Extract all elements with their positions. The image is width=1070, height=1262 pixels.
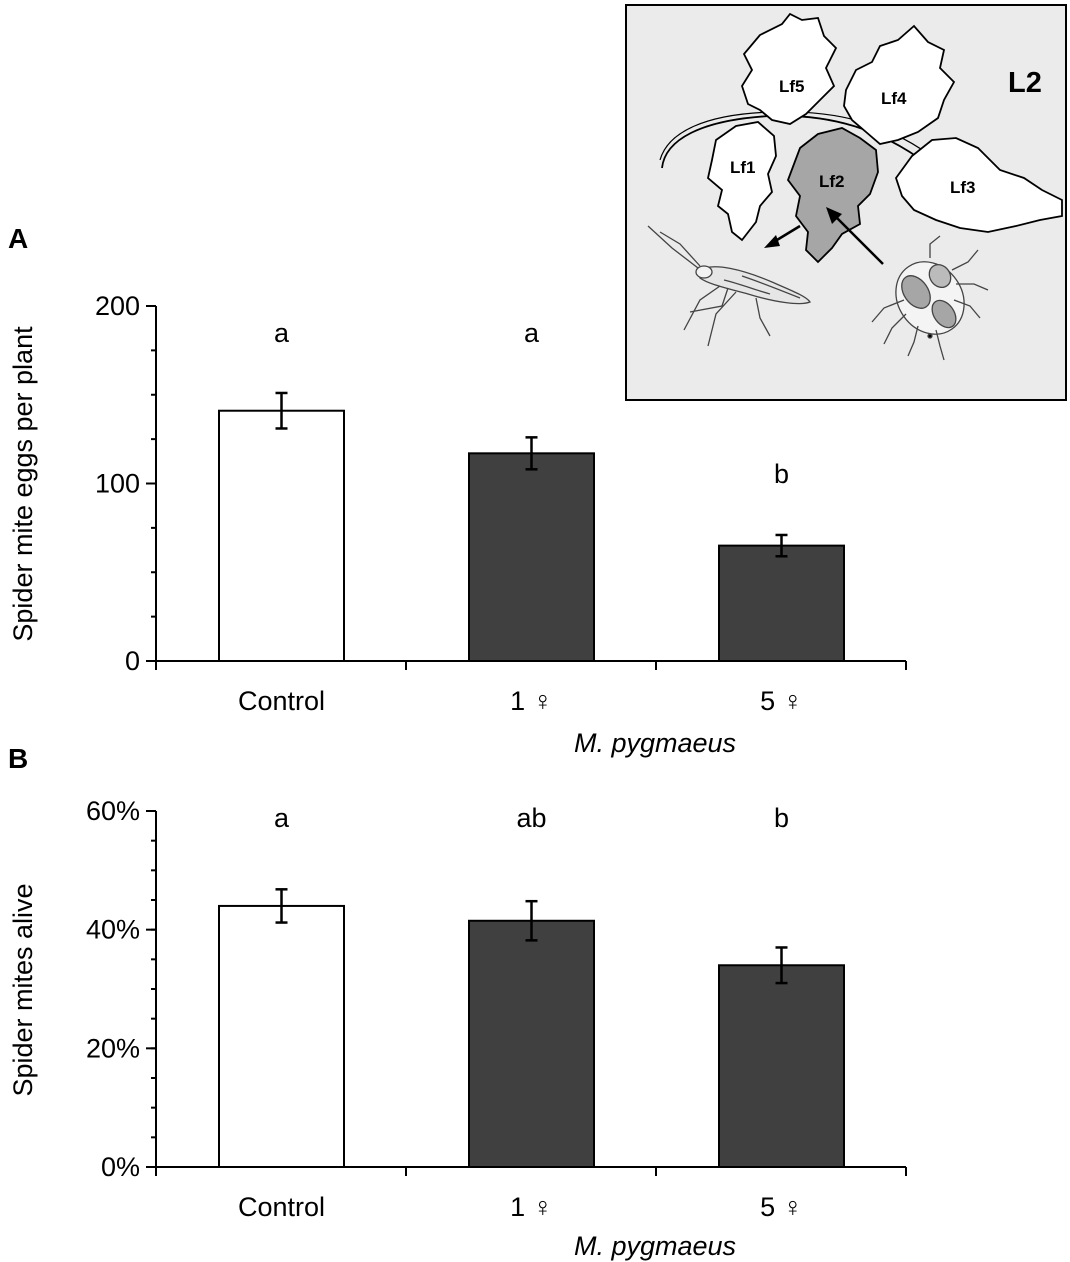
panel-a-error-bar-3 [775, 533, 788, 558]
panel-a-y-tick-label: 100 [95, 469, 140, 499]
panel-b-y-tick-label: 40% [86, 915, 140, 945]
panel-a-significance-label: a [524, 318, 540, 348]
panel-b-bar-3 [718, 964, 845, 1168]
leaf-label-lf2: Lf2 [819, 172, 845, 191]
panel-b-error-bar-2 [525, 899, 538, 942]
panel-a-y-axis-label: Spider mite eggs per plant [8, 326, 38, 642]
leaf-lf5 [741, 12, 838, 125]
panel-b-y-tick-label: 60% [86, 796, 140, 826]
panel-a-error-bar-2 [525, 436, 538, 471]
arrow-line-from-mite [832, 213, 884, 265]
panel-a-significance-label: a [274, 318, 290, 348]
panel-b-x-tick-label: 1 ♀ [510, 1192, 553, 1222]
panel-b-bar-1 [218, 904, 345, 1169]
leaf-lf2-highlight [786, 127, 879, 264]
leaf-label-lf5: Lf5 [779, 77, 805, 96]
arrowhead-from-mite [826, 207, 842, 224]
inset-title: L2 [1008, 67, 1042, 99]
panel-a-x-tick-label: 5 ♀ [760, 686, 803, 716]
panel-b-x-tick-label: Control [238, 1192, 325, 1222]
panel-b-error-bar-1 [275, 888, 288, 924]
panel-b-y-tick-label: 20% [86, 1033, 140, 1063]
panel-b-chart: B Spider mites alive 0% 20% 40% 60% Control 1… [8, 743, 907, 1261]
leaf-lf4 [843, 24, 956, 145]
panel-a-chart: A Spider mite eggs per plant 0 100 200 Cont… [8, 223, 907, 758]
panel-a-y-tick-label: 0 [125, 646, 140, 676]
leaf-lf1 [707, 121, 777, 242]
leaf-label-lf1: Lf1 [730, 158, 756, 177]
panel-b-y-axis-label: Spider mites alive [8, 883, 38, 1096]
panel-a-letter: A [8, 223, 28, 254]
panel-a-x-tick-label: Control [238, 686, 325, 716]
arrowhead-to-bug [764, 235, 780, 248]
panel-b-x-axis-label: M. pygmaeus [574, 1231, 736, 1261]
panel-a-x-axis-label: M. pygmaeus [574, 728, 736, 758]
panel-a-error-bar-1 [275, 391, 288, 430]
panel-a-y-tick-label: 200 [95, 291, 140, 321]
panel-b-significance-label: ab [516, 803, 546, 833]
inset-illustration: L2 Lf5 Lf4 Lf1 Lf3 Lf2 [625, 4, 1067, 401]
panel-b-y-tick-label: 0% [101, 1152, 140, 1182]
panel-b-x-tick-label: 5 ♀ [760, 1192, 803, 1222]
leaf-label-lf3: Lf3 [950, 178, 976, 197]
panel-b-bar-2 [468, 919, 595, 1168]
mirid-bug-icon [647, 225, 811, 347]
panel-b-significance-label: b [774, 803, 789, 833]
panel-a-x-tick-label: 1 ♀ [510, 686, 553, 716]
panel-a-significance-label: b [774, 459, 789, 489]
panel-b-error-bar-3 [775, 946, 788, 985]
panel-b-significance-label: a [274, 803, 290, 833]
spider-mite-icon [871, 235, 989, 361]
panel-a-bar-2 [468, 452, 595, 663]
panel-a-bar-1 [218, 409, 345, 662]
panel-a-bar-3 [718, 544, 845, 662]
leaf-lf3 [894, 137, 1063, 233]
leaf-label-lf4: Lf4 [881, 89, 907, 108]
panel-b-letter: B [8, 743, 28, 774]
